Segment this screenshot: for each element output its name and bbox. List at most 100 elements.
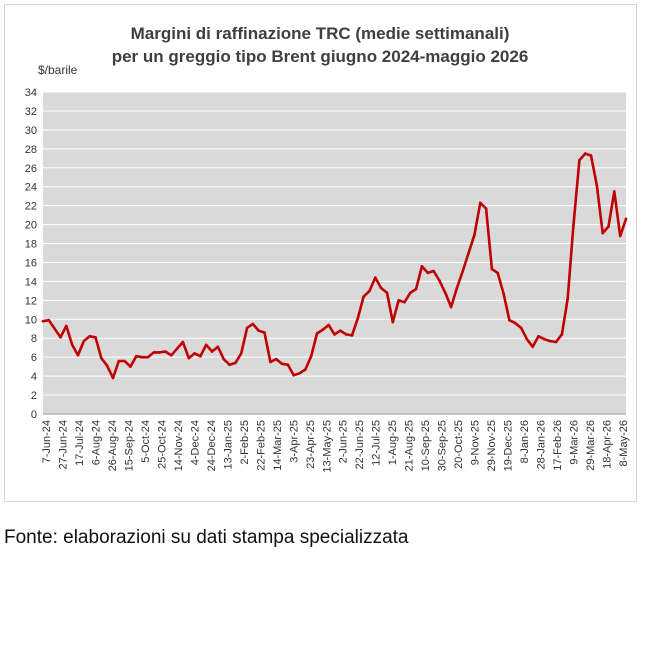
data-point — [508, 318, 511, 322]
x-tick-label: 18-Apr-26 — [602, 420, 614, 469]
data-point — [123, 359, 126, 363]
y-tick-label: 14 — [25, 276, 37, 288]
x-tick-label: 5-Oct-24 — [140, 420, 152, 463]
x-tick-label: 9-Nov-25 — [470, 420, 482, 465]
data-point — [309, 354, 313, 358]
data-point — [251, 322, 255, 326]
y-tick-label: 6 — [31, 352, 37, 364]
data-point — [613, 190, 616, 193]
data-point — [339, 329, 342, 333]
x-tick-label: 29-Nov-25 — [486, 420, 498, 471]
data-point — [385, 291, 389, 295]
x-tick-label: 21-Aug-25 — [404, 420, 416, 471]
plot-area — [43, 92, 626, 414]
data-point — [578, 158, 581, 162]
data-point — [70, 343, 74, 347]
x-axis-ticks: 7-Jun-24 27-Jun-24 17-Jul-24 6-Aug-24 26-Aug… — [41, 420, 630, 473]
data-point — [228, 363, 231, 367]
data-point — [420, 265, 424, 268]
data-point — [403, 300, 406, 304]
data-point — [88, 335, 91, 338]
y-tick-label: 16 — [25, 257, 37, 269]
y-tick-label: 28 — [25, 144, 37, 156]
y-tick-label: 12 — [25, 295, 37, 307]
data-point — [239, 352, 243, 355]
data-point — [146, 355, 150, 359]
data-point — [94, 336, 97, 339]
data-point — [274, 357, 278, 361]
data-point — [444, 291, 447, 295]
data-point — [455, 286, 459, 290]
x-tick-label: 30-Sep-25 — [437, 420, 449, 471]
data-point — [280, 362, 284, 366]
x-tick-label: 6-Aug-24 — [90, 420, 102, 465]
x-tick-label: 15-Sep-24 — [123, 420, 135, 471]
data-point — [47, 318, 51, 322]
data-point — [438, 279, 441, 282]
data-point — [624, 217, 628, 221]
x-tick-label: 26-Aug-24 — [107, 420, 119, 471]
y-axis-label: $/barile — [38, 63, 78, 77]
data-point — [204, 343, 208, 347]
data-point — [426, 271, 430, 275]
data-point — [473, 233, 476, 237]
data-point — [193, 352, 196, 355]
data-point — [490, 267, 494, 271]
x-tick-label: 10-Sep-25 — [420, 420, 432, 471]
x-tick-label: 13-May-25 — [321, 420, 333, 473]
data-point — [572, 223, 575, 226]
x-tick-label: 19-Dec-25 — [503, 420, 515, 471]
data-point — [152, 351, 156, 354]
data-point — [158, 351, 161, 354]
data-point — [175, 347, 179, 351]
data-point — [298, 372, 301, 375]
x-tick-label: 8-Jan-26 — [519, 420, 531, 463]
data-point — [82, 339, 86, 343]
y-tick-label: 32 — [25, 106, 37, 118]
y-tick-label: 10 — [25, 314, 37, 326]
y-tick-label: 24 — [25, 182, 37, 194]
y-tick-label: 26 — [25, 163, 37, 175]
data-point — [350, 334, 354, 337]
x-tick-label: 24-Dec-24 — [206, 420, 218, 471]
x-tick-label: 17-Feb-26 — [552, 420, 564, 471]
x-tick-label: 7-Jun-24 — [41, 420, 53, 463]
data-point — [263, 331, 266, 334]
data-point — [449, 305, 453, 309]
data-point — [187, 356, 191, 360]
series-points — [41, 152, 628, 380]
data-point — [595, 184, 599, 188]
data-point — [140, 355, 144, 359]
data-point — [164, 350, 167, 353]
source-note: Fonte: elaborazioni su dati stampa speci… — [4, 527, 409, 548]
data-point — [257, 329, 261, 333]
data-point — [525, 337, 529, 341]
data-point — [368, 289, 371, 293]
data-point — [374, 276, 377, 279]
data-point — [286, 363, 290, 367]
data-point — [461, 269, 465, 273]
x-tick-label: 27-Jun-24 — [57, 420, 69, 470]
data-point — [583, 152, 587, 155]
data-point — [589, 154, 593, 157]
x-tick-label: 17-Jul-24 — [74, 420, 86, 466]
x-tick-label: 13-Jan-25 — [222, 420, 234, 470]
y-tick-label: 8 — [31, 333, 37, 345]
data-point — [76, 354, 80, 357]
data-point — [566, 297, 569, 300]
x-tick-label: 28-Jan-26 — [536, 420, 548, 470]
x-tick-label: 4-Dec-24 — [189, 420, 201, 465]
data-point — [502, 292, 505, 296]
y-tick-label: 22 — [25, 201, 37, 213]
data-point — [199, 354, 202, 358]
data-point — [414, 287, 418, 291]
y-tick-label: 18 — [25, 239, 37, 251]
data-point — [548, 339, 552, 343]
data-point — [304, 368, 307, 371]
data-point — [292, 373, 296, 377]
data-point — [181, 340, 185, 344]
data-point — [344, 333, 348, 336]
x-tick-label: 2-Jun-25 — [338, 420, 350, 463]
data-point — [519, 326, 523, 330]
